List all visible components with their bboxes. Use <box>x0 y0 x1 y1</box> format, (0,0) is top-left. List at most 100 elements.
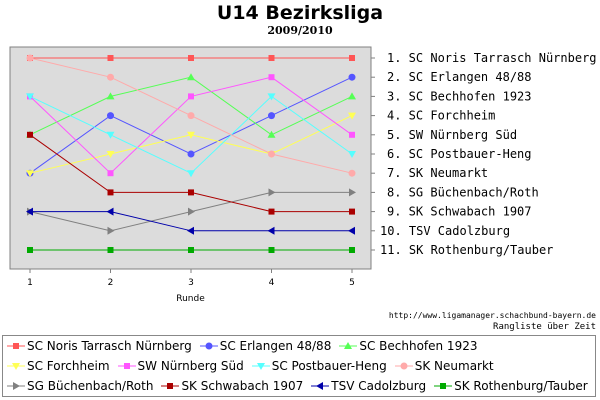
plot-area <box>9 46 372 270</box>
legend-marker <box>400 362 408 370</box>
data-point <box>26 207 33 216</box>
data-point <box>27 247 33 253</box>
data-point <box>348 73 356 81</box>
legend-swatch <box>7 363 25 370</box>
legend-swatch <box>434 383 453 389</box>
legend-item: SC Erlangen 48/88 <box>199 339 332 353</box>
series <box>27 247 355 253</box>
data-point <box>106 92 115 100</box>
legend-item: SK Neumarkt <box>394 359 494 373</box>
data-point <box>349 247 355 253</box>
data-point <box>107 189 114 196</box>
rank-label: 10. TSV Cadolzburg <box>380 224 510 238</box>
legend-marker <box>205 342 213 350</box>
rank-label: 5. SW Nürnberg Süd <box>387 128 517 142</box>
x-tick-label: 2 <box>108 278 114 288</box>
data-point <box>26 93 34 101</box>
data-point <box>188 207 195 216</box>
legend-marker <box>123 363 130 369</box>
series-layer <box>26 54 356 253</box>
x-axis: 1 2 3 4 5 <box>10 268 371 288</box>
legend-swatch <box>311 382 330 390</box>
data-point <box>349 188 356 197</box>
legend-swatch <box>7 343 25 349</box>
series <box>26 93 356 178</box>
x-tick-label: 5 <box>349 278 355 288</box>
legend-label: SK Schwabach 1907 <box>181 379 304 393</box>
data-point <box>187 73 195 81</box>
data-point <box>187 112 195 120</box>
legend-label: SC Forchheim <box>27 359 110 373</box>
rank-label: 7. SK Neumarkt <box>387 166 488 180</box>
x-tick-label: 1 <box>27 278 33 288</box>
rank-label: 3. SC Bechhofen 1923 <box>387 89 532 103</box>
legend-label: SC Postbauer-Heng <box>271 359 387 373</box>
data-point <box>106 207 114 216</box>
legend-label: SK Rothenburg/Tauber <box>454 379 588 393</box>
legend-label: SK Neumarkt <box>414 359 494 373</box>
series <box>26 207 355 235</box>
data-point <box>268 55 275 61</box>
legend-swatch <box>161 383 180 389</box>
data-point <box>187 131 195 139</box>
data-point <box>348 92 356 100</box>
legend-item: SG Büchenbach/Roth <box>7 379 153 393</box>
data-point <box>107 55 114 61</box>
data-point <box>268 188 276 197</box>
data-point <box>348 226 355 235</box>
legend-item: SK Schwabach 1907 <box>161 379 303 393</box>
legend-marker <box>167 383 174 389</box>
series <box>27 131 355 215</box>
data-point <box>268 208 275 215</box>
series <box>26 54 356 177</box>
data-point <box>349 131 355 138</box>
rank-label: 4. SC Forchheim <box>387 109 495 123</box>
legend-marker <box>256 363 265 370</box>
chart-caption: Rangliste über Zeit <box>493 322 596 332</box>
data-point <box>267 226 275 235</box>
legend-marker <box>13 343 19 349</box>
data-point <box>26 170 34 178</box>
rank-label: 11. SK Rothenburg/Tauber <box>380 243 553 257</box>
data-point <box>27 131 33 138</box>
legend-marker <box>316 382 324 390</box>
data-point <box>188 55 194 61</box>
legend-marker <box>12 363 20 370</box>
rank-label: 8. SG Büchenbach/Roth <box>387 185 539 199</box>
chart-subtitle: 2009/2010 <box>267 24 333 37</box>
x-tick-label: 3 <box>188 278 194 288</box>
data-point <box>187 170 195 178</box>
legend-item: SK Rothenburg/Tauber <box>434 379 588 393</box>
data-point <box>188 247 194 253</box>
data-point <box>267 130 276 138</box>
data-point <box>107 226 115 235</box>
data-point <box>188 93 194 100</box>
y-axis: 1. SC Noris Tarrasch Nürnberg 2. SC Erlan… <box>370 47 597 269</box>
data-point <box>187 226 194 235</box>
data-point <box>267 93 276 101</box>
data-point <box>188 189 194 196</box>
legend-swatch <box>339 342 358 349</box>
legend-marker <box>13 382 20 390</box>
legend-item: TSV Cadolzburg <box>311 379 426 393</box>
rank-label: 9. SK Schwabach 1907 <box>387 205 532 219</box>
legend-marker <box>344 342 353 349</box>
legend-label: SC Noris Tarrasch Nürnberg <box>27 339 192 353</box>
data-point <box>268 74 275 81</box>
rank-label: 6. SC Postbauer-Heng <box>387 147 532 161</box>
legend: SC Noris Tarrasch Nürnberg SC Erlangen 48… <box>2 335 596 397</box>
data-point <box>187 150 195 158</box>
source-url[interactable]: http://www.ligamanager.schachbund-bayern… <box>388 311 596 320</box>
legend-swatch <box>251 363 270 370</box>
data-point <box>107 112 114 120</box>
x-tick-label: 4 <box>269 278 275 288</box>
data-point <box>348 169 356 177</box>
legend-label: SC Erlangen 48/88 <box>219 339 332 353</box>
legend-item: SW Nürnberg Süd <box>117 359 244 373</box>
legend-label: SG Büchenbach/Roth <box>27 379 154 393</box>
legend-label: SC Bechhofen 1923 <box>359 339 478 353</box>
chart-title: U14 Bezirksliga <box>216 2 384 24</box>
data-point <box>106 131 115 139</box>
legend-marker <box>440 383 447 389</box>
legend-item: SC Noris Tarrasch Nürnberg <box>7 339 192 353</box>
